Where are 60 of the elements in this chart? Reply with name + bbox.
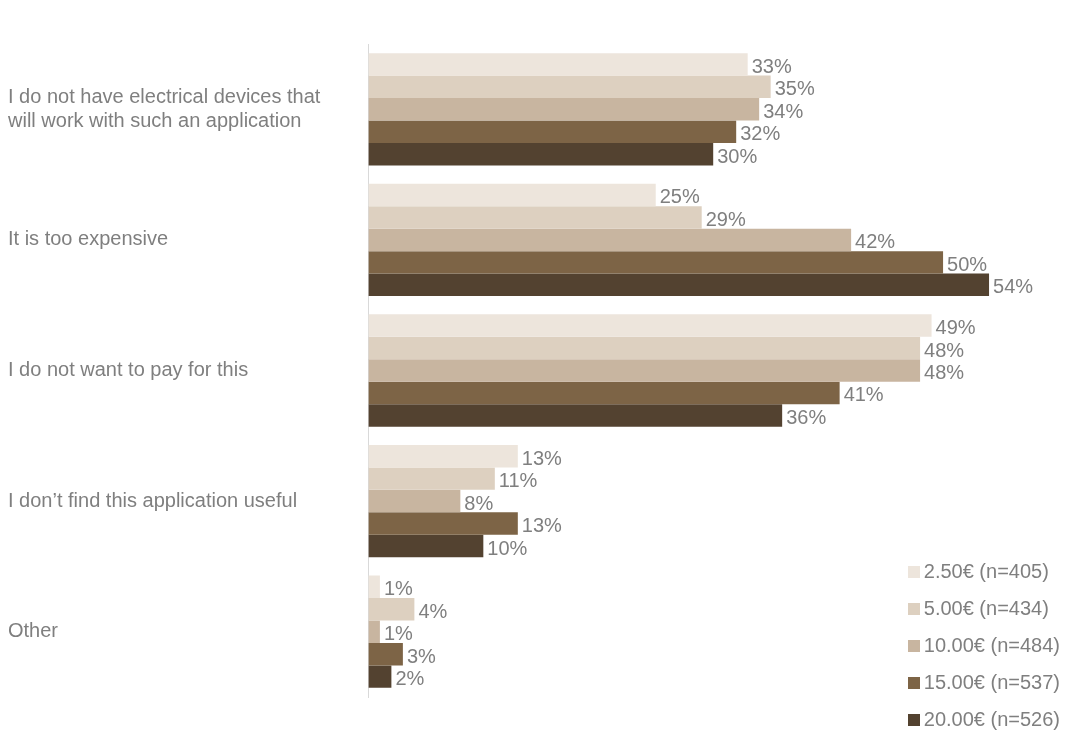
data-label: 50%: [947, 252, 988, 275]
bar: [368, 381, 840, 405]
y-tick-label: I do not have electrical devices that will work with such an application: [7, 84, 321, 131]
data-label: 4%: [418, 599, 448, 622]
data-label: 48%: [924, 338, 965, 361]
y-tick-label: Other: [8, 619, 59, 642]
bar: [368, 404, 783, 427]
bar: [368, 575, 380, 599]
bar: [368, 183, 656, 207]
legend-label: 20.00€ (n=526): [923, 708, 1060, 731]
bar: [368, 489, 461, 513]
data-label: 13%: [521, 514, 563, 537]
legend-label: 2.50€ (n=405): [923, 560, 1049, 583]
data-label: 3%: [406, 644, 437, 667]
data-label: 48%: [924, 361, 965, 384]
data-label: 10%: [487, 536, 528, 559]
bar: [368, 273, 990, 297]
bar: [368, 642, 403, 666]
data-label: 42%: [855, 230, 896, 253]
bar: [368, 120, 737, 143]
data-label: 54%: [993, 275, 1034, 298]
data-label: 8%: [464, 491, 494, 514]
data-label: 41%: [843, 383, 884, 406]
bar: [368, 75, 771, 99]
data-label: 32%: [740, 122, 781, 145]
data-label: 35%: [774, 77, 815, 100]
data-label: 49%: [935, 316, 976, 339]
bar: [368, 359, 921, 382]
data-label: 36%: [786, 405, 827, 428]
legend-label: 5.00€ (n=434): [923, 597, 1049, 620]
data-label: 2%: [395, 667, 425, 690]
bar: [368, 336, 921, 360]
data-label: 29%: [705, 207, 746, 230]
data-label: 1%: [383, 577, 414, 600]
data-label: 13%: [521, 446, 563, 469]
bar: [368, 228, 852, 252]
bar: [368, 444, 518, 468]
bar: [368, 598, 415, 621]
bar: [368, 314, 932, 337]
bar: [368, 512, 518, 535]
bar: [368, 620, 380, 643]
bar: [368, 98, 760, 121]
data-label: 34%: [763, 99, 804, 122]
data-label: 30%: [717, 144, 758, 167]
bar: [368, 143, 714, 166]
bar: [368, 534, 484, 558]
data-label: 33%: [751, 54, 792, 77]
data-label: 11%: [498, 469, 538, 492]
y-tick-label: I do not want to pay for this: [8, 358, 249, 381]
data-label: 25%: [659, 185, 700, 208]
bar: [368, 206, 702, 229]
y-tick-label: I don’t find this application useful: [8, 488, 298, 511]
bar: [368, 251, 944, 274]
legend-label: 15.00€ (n=537): [923, 671, 1060, 694]
data-label: 1%: [383, 622, 414, 645]
bar: [368, 53, 748, 76]
bar: [368, 467, 495, 490]
legend-label: 10.00€ (n=484): [923, 634, 1060, 657]
bar: [368, 665, 392, 688]
y-tick-label: It is too expensive: [8, 227, 169, 250]
